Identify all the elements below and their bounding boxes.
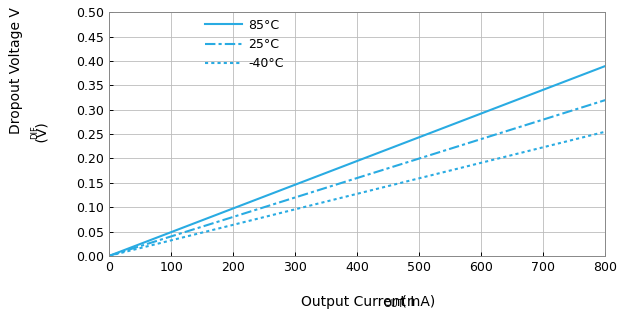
Text: Output Current I: Output Current I	[301, 295, 414, 309]
Legend: 85°C, 25°C, -40°C: 85°C, 25°C, -40°C	[205, 19, 284, 70]
Text: Dropout Voltage V: Dropout Voltage V	[9, 7, 22, 134]
Text: (mA): (mA)	[397, 295, 436, 309]
Text: (V): (V)	[36, 122, 49, 147]
Text: DIF: DIF	[30, 125, 39, 139]
Text: OUT: OUT	[383, 299, 404, 309]
